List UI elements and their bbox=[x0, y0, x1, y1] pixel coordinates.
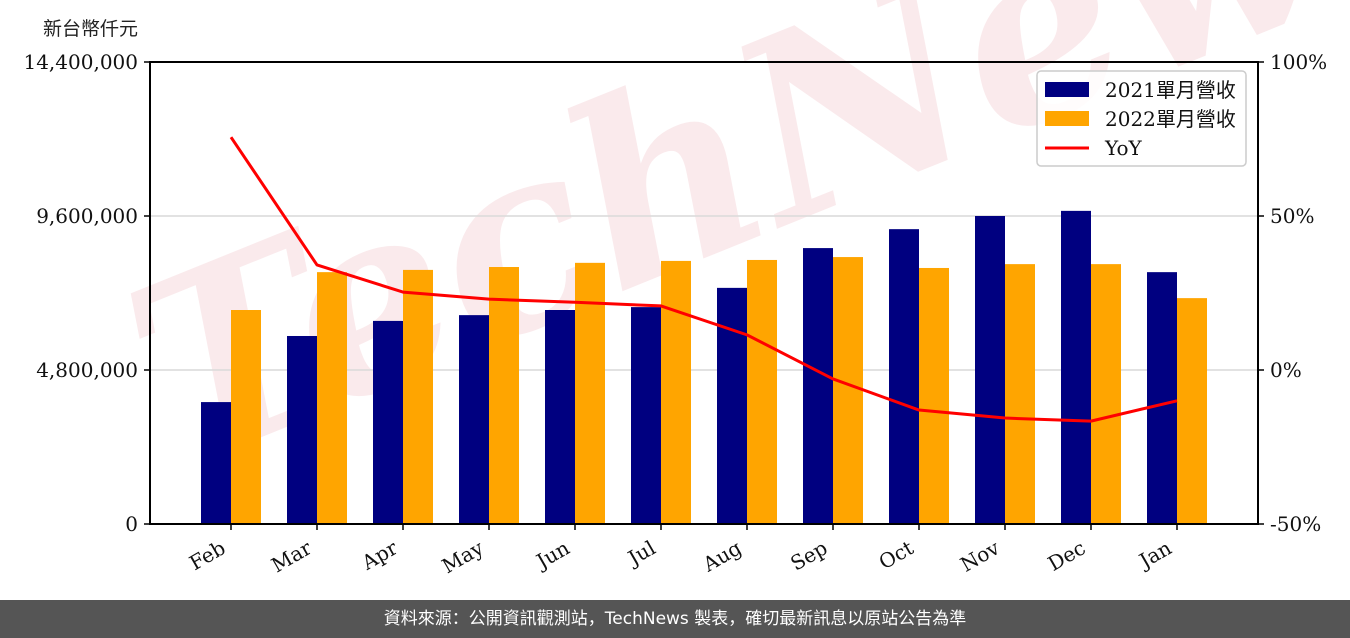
legend-swatch bbox=[1045, 82, 1089, 97]
bar-2022單月營收-Mar bbox=[317, 272, 347, 524]
bar-2021單月營收-Aug bbox=[717, 287, 747, 524]
x-tick-label: Dec bbox=[1044, 536, 1090, 576]
y-tick-label: 4,800,000 bbox=[36, 358, 138, 382]
y2-tick-label: 50% bbox=[1270, 204, 1314, 228]
legend-box bbox=[1036, 70, 1247, 167]
bar-2021單月營收-Jun bbox=[545, 310, 575, 524]
bar-2022單月營收-Jan bbox=[1177, 298, 1207, 524]
bar-2021單月營收-Mar bbox=[287, 335, 317, 524]
x-tick-label: Jul bbox=[622, 536, 659, 571]
y-axis-unit-label: 新台幣仟元 bbox=[43, 18, 139, 40]
bar-2021單月營收-Nov bbox=[975, 216, 1005, 524]
y-tick-label: 9,600,000 bbox=[36, 204, 138, 228]
bar-2022單月營收-Jun bbox=[575, 262, 605, 524]
x-tick-label: Sep bbox=[786, 536, 831, 576]
bar-2022單月營收-Aug bbox=[747, 259, 777, 524]
x-tick-label: Oct bbox=[875, 536, 918, 575]
bar-2021單月營收-Feb bbox=[201, 402, 231, 524]
bar-2022單月營收-Jul bbox=[661, 260, 691, 524]
bar-2022單月營收-Apr bbox=[403, 269, 433, 524]
bar-2021單月營收-Apr bbox=[373, 320, 403, 524]
bar-2021單月營收-Jul bbox=[631, 307, 661, 524]
bar-2021單月營收-Oct bbox=[889, 229, 919, 524]
y2-tick-label: 100% bbox=[1270, 50, 1327, 74]
bar-2022單月營收-Feb bbox=[231, 310, 261, 524]
revenue-chart: TechNews 04,800,0009,600,00014,400,000-5… bbox=[23, 0, 1350, 578]
x-tick-label: Apr bbox=[357, 535, 402, 575]
bar-2021單月營收-May bbox=[459, 315, 489, 524]
bar-series bbox=[201, 210, 1207, 525]
legend-label: 2022單月營收 bbox=[1105, 107, 1236, 131]
bar-2021單月營收-Dec bbox=[1061, 210, 1091, 524]
y2-tick-label: 0% bbox=[1270, 358, 1302, 382]
y-tick-label: 14,400,000 bbox=[23, 50, 138, 74]
x-tick-label: Feb bbox=[185, 536, 229, 575]
bar-2022單月營收-Nov bbox=[1005, 264, 1035, 524]
x-tick-label: Jan bbox=[1133, 535, 1175, 573]
source-footer: 資料來源：公開資訊觀測站，TechNews 製表，確切最新訊息以原站公告為準 bbox=[0, 600, 1350, 638]
x-tick-label: Mar bbox=[267, 535, 316, 577]
bar-2022單月營收-Sep bbox=[833, 257, 863, 524]
legend-swatch bbox=[1045, 111, 1089, 126]
yoy-line bbox=[229, 136, 1178, 423]
plot-frame bbox=[149, 61, 1259, 525]
x-tick-label: Aug bbox=[698, 535, 746, 576]
bar-2022單月營收-Oct bbox=[919, 267, 949, 524]
y2-tick-label: -50% bbox=[1270, 512, 1321, 536]
x-tick-label: Jun bbox=[531, 535, 574, 574]
legend-label: YoY bbox=[1104, 136, 1143, 160]
x-tick-label: Nov bbox=[956, 535, 1004, 577]
legend: 2021單月營收 2022單月營收 YoY bbox=[1036, 70, 1247, 167]
yoy-line-series bbox=[229, 136, 1178, 423]
bar-2021單月營收-Jan bbox=[1147, 272, 1177, 524]
legend-label: 2021單月營收 bbox=[1105, 78, 1236, 102]
bar-2021單月營收-Sep bbox=[803, 248, 833, 525]
y-tick-label: 0 bbox=[125, 512, 138, 536]
x-tick-label: May bbox=[438, 535, 488, 578]
bar-2022單月營收-May bbox=[489, 267, 519, 524]
bar-2022單月營收-Dec bbox=[1091, 264, 1121, 524]
